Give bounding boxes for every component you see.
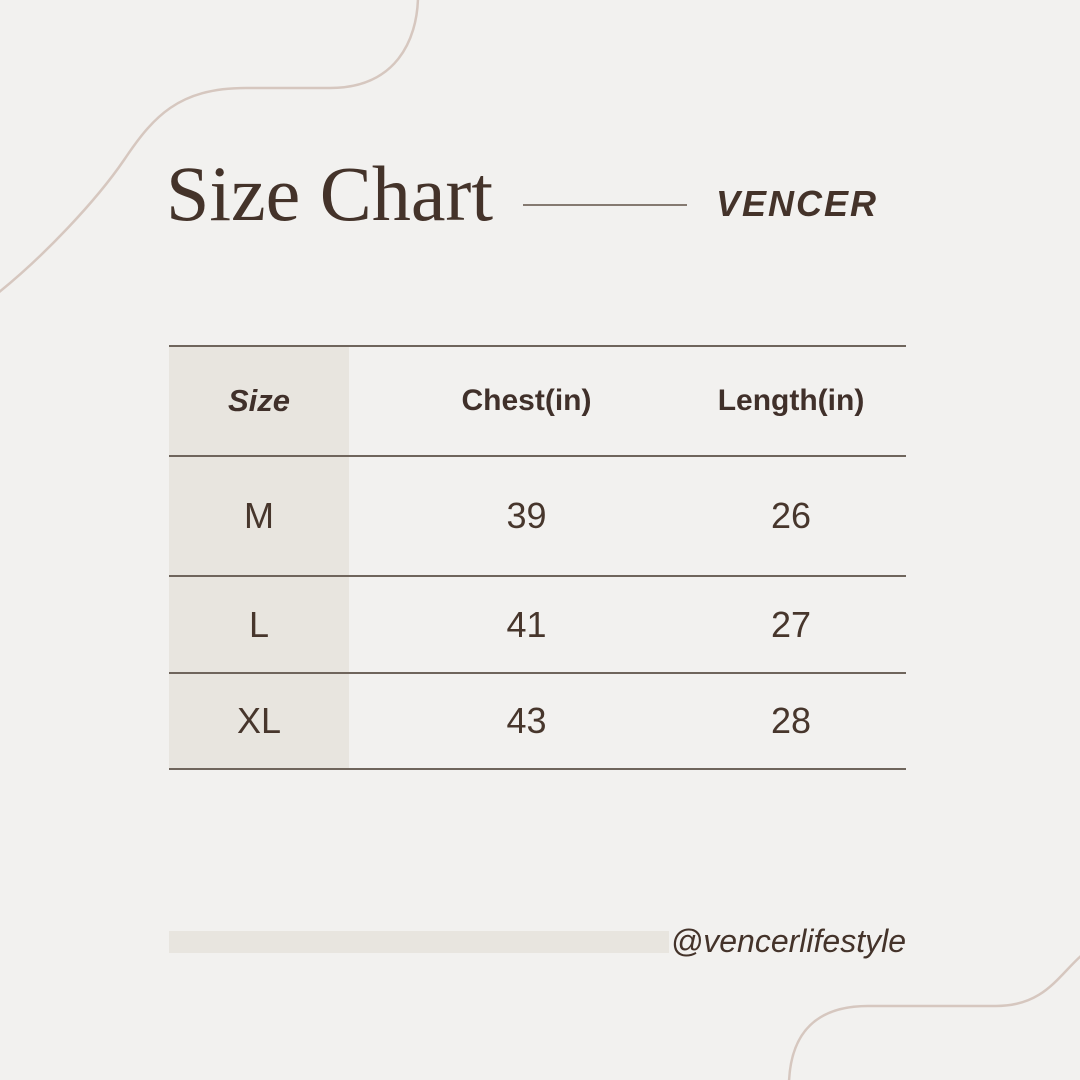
table-divider-line <box>169 575 906 577</box>
column-header-size: Size <box>169 347 349 455</box>
chest-cell: 41 <box>506 603 547 645</box>
chest-cell: 39 <box>506 495 547 536</box>
size-table: Size Chest(in) Length(in) M 39 26 L 41 2… <box>169 345 906 770</box>
bottom-right-curve-icon <box>787 955 1080 1080</box>
chest-cell: 43 <box>506 700 547 741</box>
table-header-row: Size Chest(in) Length(in) <box>169 347 906 455</box>
social-handle: @vencerlifestyle <box>670 923 906 959</box>
footer-accent-bar <box>169 931 669 953</box>
table-border-bottom <box>169 768 906 770</box>
size-cell: M <box>169 457 349 575</box>
table-divider-line <box>169 455 906 457</box>
column-header-length: Length(in) <box>717 384 865 417</box>
page-title: Size Chart <box>166 150 494 237</box>
table-divider-line <box>169 672 906 674</box>
top-left-curve-icon <box>0 0 420 293</box>
table-row-m: M 39 26 <box>169 457 906 575</box>
table-border-top <box>169 345 906 347</box>
length-cell: 27 <box>770 603 812 645</box>
brand-name: VENCER <box>716 183 879 224</box>
length-cell: 26 <box>770 495 812 536</box>
table-row-xl: XL 43 28 <box>169 674 906 768</box>
title-divider-line <box>523 204 687 206</box>
length-cell: 28 <box>770 700 812 741</box>
column-header-chest: Chest(in) <box>461 384 592 417</box>
size-cell: L <box>169 577 349 672</box>
size-cell: XL <box>169 674 349 768</box>
table-row-l: L 41 27 <box>169 577 906 672</box>
